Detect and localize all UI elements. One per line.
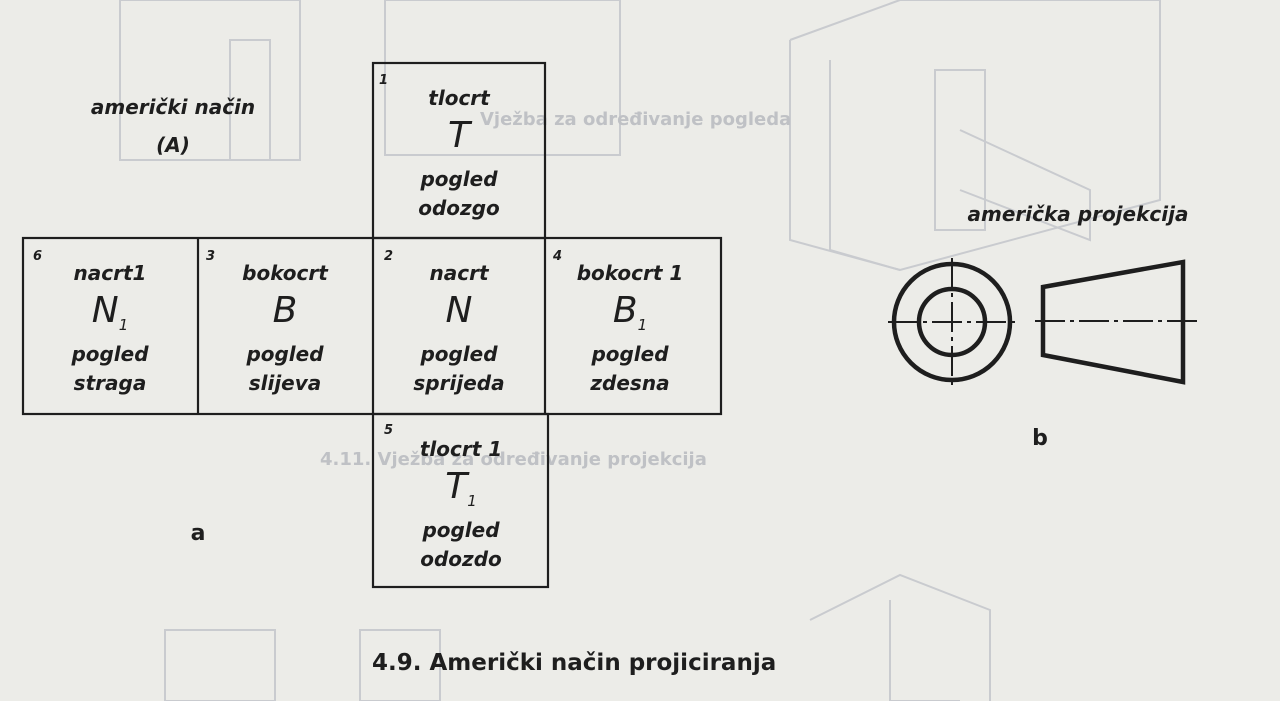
svg-text:Vježba za određivanje pogleda: Vježba za određivanje pogleda	[480, 109, 791, 130]
method-label-line1: američki način	[91, 95, 255, 119]
view-letter-base: B	[613, 290, 638, 331]
view-direction-line1: pogled	[70, 342, 149, 366]
view-letter-subscript: 1	[467, 492, 477, 510]
view-box-bottom	[371, 412, 550, 589]
view-name: nacrt1	[74, 261, 147, 285]
view-name: tlocrt	[428, 86, 491, 110]
view-name: bokocrt	[242, 261, 329, 285]
view-number: 2	[384, 249, 393, 264]
view-letter: T1	[445, 466, 477, 510]
view-number: 4	[552, 249, 562, 264]
view-direction-line2: odozgo	[418, 196, 500, 220]
figure-caption: 4.9. Američki način projiciranja	[372, 650, 776, 676]
view-direction-line1: pogled	[245, 342, 324, 366]
view-number: 3	[206, 249, 215, 264]
view-letter-subscript: 1	[638, 316, 648, 334]
svg-text:4.11. Vježba za određivanje pr: 4.11. Vježba za određivanje projekcija	[320, 449, 707, 470]
view-name: bokocrt 1	[577, 261, 684, 285]
view-direction-line1: pogled	[419, 342, 498, 366]
view-direction-line2: zdesna	[589, 371, 669, 395]
view-letter-base: T	[445, 466, 470, 507]
panel-b-marker: b	[1032, 426, 1048, 451]
view-letter: B1	[613, 290, 647, 334]
view-direction-line2: straga	[74, 371, 147, 395]
view-net	[21, 61, 723, 589]
method-label-line2: (A)	[156, 133, 190, 157]
view-letter: N	[446, 290, 473, 331]
view-cell: 4 bokocrt 1 B1 pogled zdesna	[552, 249, 683, 395]
view-letter: T	[448, 115, 473, 156]
view-direction-line2: odozdo	[420, 547, 502, 571]
view-letter-base: N	[446, 290, 473, 331]
view-cell: 5 tlocrt 1 T1 pogled odozdo	[384, 423, 502, 571]
panel-a-marker: a	[191, 521, 206, 546]
view-name: nacrt	[429, 261, 489, 285]
method-label: američki način (A)	[91, 95, 255, 157]
view-name: tlocrt 1	[420, 437, 502, 461]
view-cell: 6 nacrt1 N1 pogled straga	[33, 249, 149, 395]
view-letter-subscript: 1	[119, 316, 129, 334]
view-letter: B	[273, 290, 298, 331]
view-direction-line2: slijeva	[249, 371, 322, 395]
view-direction-line1: pogled	[419, 167, 498, 191]
view-direction-line1: pogled	[421, 518, 500, 542]
view-number: 5	[384, 423, 393, 438]
view-letter-base: B	[273, 290, 298, 331]
background-bleed-through: 4.11. Vježba za određivanje projekcija V…	[119, 0, 1161, 701]
projection-symbol: američka projekcija	[888, 202, 1198, 386]
view-letter: N1	[92, 290, 128, 334]
projection-symbol-title: američka projekcija	[968, 202, 1189, 226]
view-letter-base: N	[92, 290, 119, 331]
view-number: 1	[379, 73, 388, 88]
truncated-cone-outline	[1040, 259, 1186, 385]
view-letter-base: T	[448, 115, 473, 156]
view-direction-line1: pogled	[590, 342, 669, 366]
view-direction-line2: sprijeda	[413, 371, 504, 395]
view-number: 6	[33, 249, 42, 264]
